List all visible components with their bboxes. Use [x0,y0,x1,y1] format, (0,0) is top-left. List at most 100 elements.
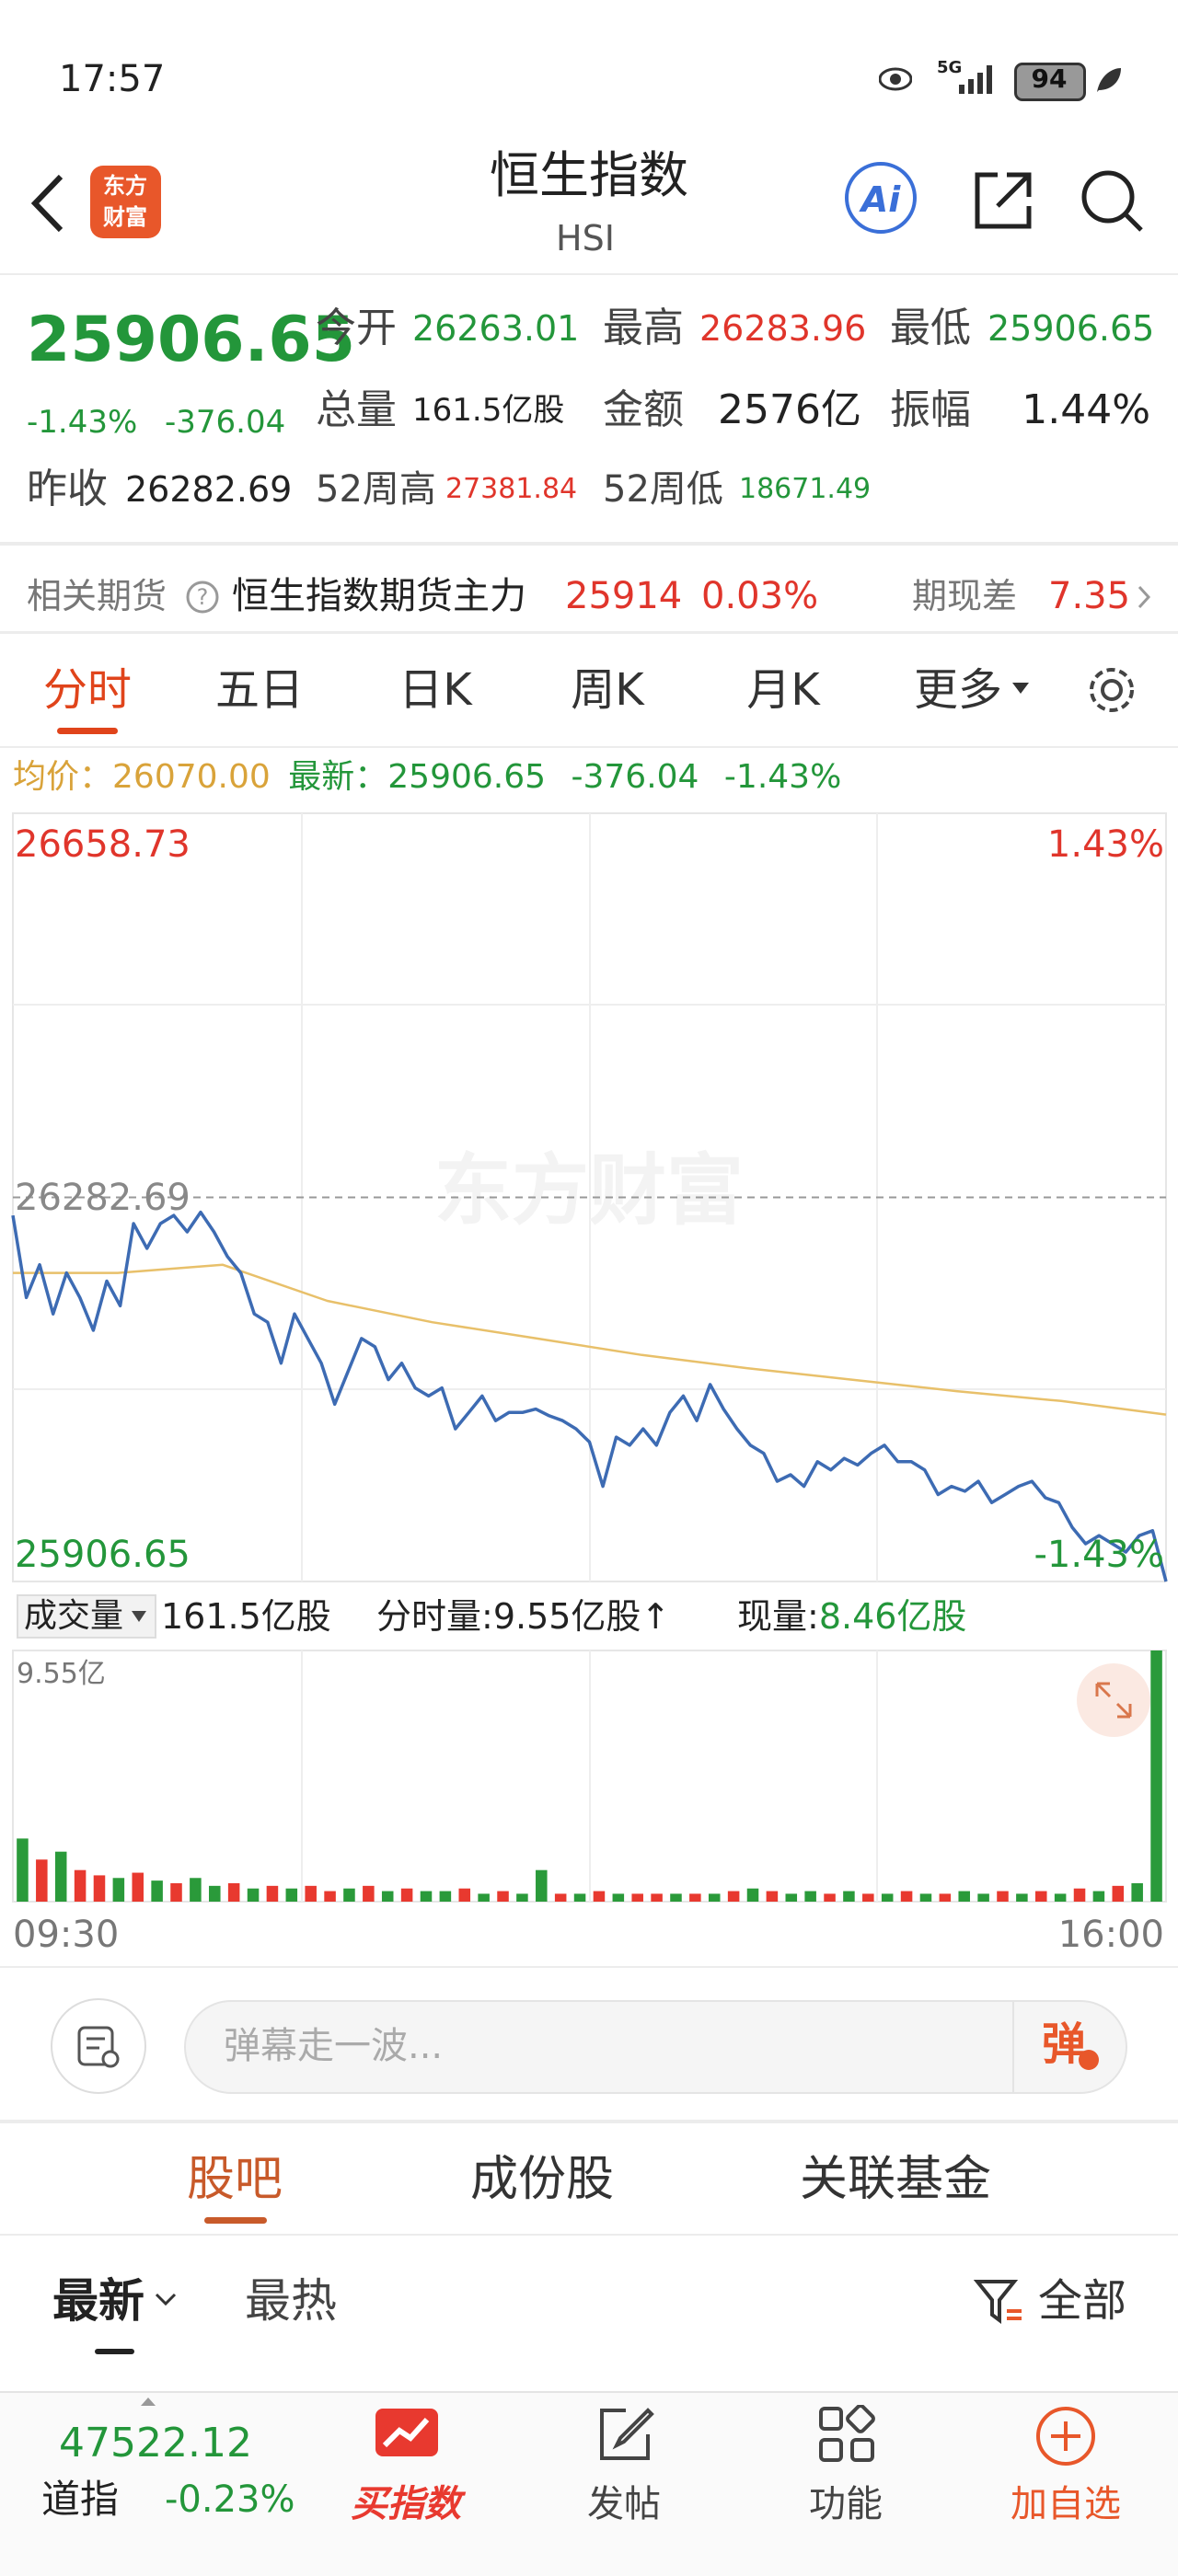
logo-text: 东方 [103,173,147,199]
watermark: 东方财富 [434,1145,744,1236]
volume-bar [997,1891,1009,1902]
danmaku-toggle[interactable] [51,1998,146,2094]
field-value: 26283.96 [699,308,867,349]
volume-bar [190,1878,202,1902]
leaf-icon [1097,68,1121,92]
last-label: 最新： [288,758,388,796]
ticker-caret [141,2398,156,2406]
avg-value: 26070.00 [112,758,271,796]
field-label: 52周低 [603,468,723,511]
sub-tab[interactable]: 关联基金 [799,2152,992,2207]
volume-bar [132,1872,144,1902]
field-value: 27381.84 [445,473,578,505]
svg-text:?: ? [197,584,209,610]
volume-bar [363,1885,375,1902]
filter-all[interactable]: 全部 [1038,2275,1127,2327]
volume-selector[interactable] [17,1594,156,1639]
field-value: 25906.65 [987,308,1155,349]
volume-bar [478,1893,490,1902]
tab[interactable]: 更多 [913,664,1003,716]
last-value: 25906.65 [387,758,547,796]
tab[interactable]: 五日 [214,664,305,716]
volume-bar [536,1869,548,1902]
nav-item[interactable]: 发帖 [587,2483,661,2525]
field-value: 26282.69 [125,469,293,510]
settings-button[interactable] [1084,662,1139,718]
volume-bar [93,1875,106,1902]
volume-bar [573,1893,586,1902]
minute-volume-label: 分时量: [376,1596,493,1637]
volume-bar [1092,1891,1105,1902]
ai-button[interactable] [845,162,917,234]
eye-icon [879,67,912,91]
chevron-down [155,2293,177,2306]
logo [90,166,161,238]
ticker-change: -0.23% [165,2478,295,2521]
status-time: 17:57 [59,58,166,100]
volume-bar [593,1891,606,1902]
chart-legend: 均价：26070.00 最新：25906.65 -376.04 -1.43% [13,761,841,794]
last-change: -376.04 [571,758,699,796]
price-grid [13,813,1166,1581]
search-button[interactable] [1079,167,1147,236]
futures-change: 0.03% [701,575,819,617]
chevron[interactable] [1136,583,1154,611]
expand-button[interactable] [1077,1663,1150,1737]
basis-value: 7.35 [1048,575,1131,617]
volume-bar [497,1891,509,1902]
dropdown-caret [1012,683,1029,694]
volume-bar [651,1893,663,1902]
nav-item[interactable]: 加自选 [1011,2483,1121,2525]
tab[interactable]: 日K [398,664,472,716]
volume-bar [612,1893,625,1902]
volume-grid [301,1650,878,1902]
tab[interactable]: 月K [746,664,820,716]
back-button[interactable] [24,171,70,236]
volume-bar [1016,1893,1028,1902]
nav-item[interactable]: 买指数 [351,2483,461,2525]
volume-bar [919,1893,932,1902]
volume-bar [266,1885,279,1902]
volume-bar [727,1891,740,1902]
avg-label: 均价： [13,758,113,796]
volume-bar [305,1885,317,1902]
futures-name: 恒生指数期货主力 [232,575,526,617]
sub-tab-indicator [204,2217,267,2224]
volume-bar [689,1893,701,1902]
page-subtitle: HSI [556,218,615,259]
divider [0,746,1178,748]
help-icon[interactable]: ? [184,579,221,615]
comment-input[interactable] [184,2000,1127,2094]
volume-bar [1034,1891,1047,1902]
avg-line [13,1263,1167,1416]
sub-tab[interactable]: 成份股 [469,2152,615,2207]
volume-bar [939,1893,952,1902]
volume-bar [766,1891,779,1902]
ticker-price[interactable]: 47522.12 [59,2420,252,2467]
tab[interactable]: 周K [571,664,644,716]
volume-bar [1150,1650,1162,1902]
bottom-nav [0,2391,1178,2576]
field-value: 161.5亿股 [412,392,565,429]
filter-hot[interactable]: 最热 [245,2274,337,2328]
danmaku-icon [77,2026,120,2068]
sub-tab[interactable]: 股吧 [186,2152,283,2207]
volume-bar [151,1880,163,1902]
y-min-pct: -1.43% [1034,1534,1164,1576]
filter-latest[interactable]: 最新 [52,2274,144,2328]
prev-close-label: 26282.69 [15,1176,191,1219]
page-title: 恒生指数 [490,146,688,204]
share-button[interactable] [970,167,1036,234]
volume-bar [420,1891,433,1902]
tab[interactable]: 分时 [42,664,133,716]
futures-price: 25914 [565,575,683,617]
volume-bar [958,1891,970,1902]
filter-icon [974,2280,1022,2324]
volume-bar [1131,1882,1143,1902]
battery [1014,63,1086,101]
function-icon [819,2405,875,2462]
ticker-name: 道指 [41,2477,120,2522]
volume-bar [881,1893,894,1902]
nav-item[interactable]: 功能 [809,2483,883,2525]
field-label: 总量 [316,386,397,433]
